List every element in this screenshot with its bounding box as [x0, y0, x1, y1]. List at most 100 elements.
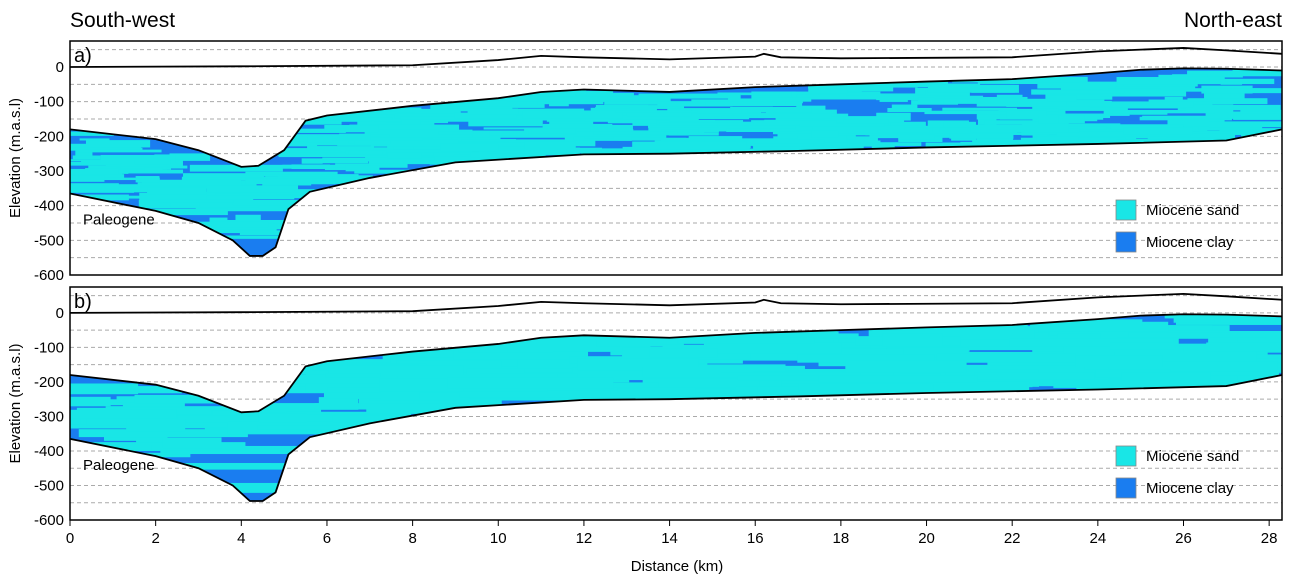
sand-streak [1167, 88, 1261, 92]
sand-streak [869, 134, 905, 139]
y-tick-label: -500 [34, 477, 64, 494]
sand-streak [262, 143, 318, 147]
sand-streak [745, 333, 859, 339]
sand-streak [188, 235, 289, 239]
sand-streak [401, 119, 421, 125]
sand-streak [976, 98, 1067, 107]
sand-streak [886, 347, 969, 360]
sand-streak [936, 353, 1076, 363]
sand-streak [468, 119, 543, 127]
sand-streak [1121, 372, 1211, 381]
sand-streak [943, 121, 976, 128]
sand-streak [669, 116, 699, 122]
sand-streak [1233, 69, 1262, 72]
sand-streak [430, 101, 477, 110]
x-tick-label: 22 [1004, 530, 1021, 547]
sand-streak [970, 125, 1069, 133]
sand-streak [324, 125, 379, 133]
sand-streak [1155, 83, 1196, 92]
sand-streak [1089, 101, 1194, 108]
sand-streak [75, 150, 93, 156]
sand-streak [349, 124, 460, 132]
miocene-base-line [69, 128, 1283, 257]
x-tick-label: 14 [661, 530, 678, 547]
sand-streak [659, 122, 754, 126]
sand-streak [258, 413, 308, 423]
sand-streak [394, 113, 476, 119]
sand-streak [846, 92, 867, 96]
sand-streak [70, 409, 177, 419]
sand-streak [977, 76, 1088, 84]
sand-streak [458, 347, 508, 353]
sand-streak [934, 335, 1073, 347]
sand-streak [354, 139, 391, 145]
sand-streak [199, 202, 259, 208]
sand-streak [134, 394, 248, 404]
sand-streak [779, 336, 917, 343]
sand-streak [138, 200, 171, 209]
y-tick-label: -100 [34, 339, 64, 356]
sand-streak [1187, 70, 1243, 78]
sand-streak [158, 199, 234, 203]
sand-streak [70, 175, 105, 182]
sand-streak [879, 99, 908, 102]
x-tick-label: 2 [151, 530, 159, 547]
sand-streak [939, 127, 995, 133]
sand-streak [796, 94, 840, 98]
sand-streak [688, 136, 743, 141]
sand-streak [1172, 74, 1208, 77]
sand-streak [1164, 96, 1183, 101]
y-tick-label: -400 [34, 198, 64, 215]
sand-streak [183, 173, 264, 178]
x-tick-label: 16 [747, 530, 764, 547]
x-axis: 0 2 4 6 8 10 12 14 16 18 20 22 24 26 28 [66, 520, 1277, 547]
sand-streak [680, 147, 750, 153]
sand-streak [595, 105, 685, 109]
sand-streak [160, 221, 269, 228]
miocene-base-line [69, 374, 1283, 502]
sand-streak [566, 147, 602, 154]
sand-streak [590, 124, 633, 132]
sand-streak [225, 219, 334, 224]
sand-streak [960, 141, 1066, 148]
sand-streak [250, 404, 322, 415]
sand-streak [291, 164, 330, 170]
legend-label-sand: Miocene sand [1146, 202, 1239, 219]
sand-streak [615, 110, 698, 113]
sand-streak [206, 195, 295, 200]
sand-streak [1036, 136, 1079, 141]
ground-surface-line [69, 293, 1283, 314]
sand-streak [730, 106, 812, 113]
sand-streak [1056, 131, 1139, 137]
panel-label: b) [74, 291, 92, 313]
sand-streak [705, 101, 777, 106]
sand-streak [1128, 332, 1268, 338]
sand-streak [203, 229, 258, 234]
sand-streak [524, 141, 576, 149]
sand-streak [433, 152, 460, 160]
sand-streak [662, 344, 736, 350]
sand-streak [166, 200, 205, 208]
sand-streak [351, 111, 398, 115]
sand-streak [301, 158, 323, 164]
sand-streak [206, 185, 299, 193]
sand-streak [1053, 379, 1170, 388]
sand-streak [599, 382, 659, 388]
sand-streak [131, 463, 294, 470]
sand-streak [454, 112, 517, 119]
sand-streak [595, 106, 630, 109]
sand-streak [241, 150, 342, 153]
sand-streak [1020, 137, 1044, 144]
sand-streak [649, 348, 718, 358]
legend-label-clay: Miocene clay [1146, 234, 1234, 251]
sand-streak [661, 129, 705, 135]
sand-streak [1032, 105, 1128, 111]
sand-streak [181, 176, 291, 181]
sand-streak [891, 104, 918, 112]
sand-streak [339, 117, 393, 121]
y-tick-label: -300 [34, 408, 64, 425]
x-tick-label: 26 [1175, 530, 1192, 547]
sand-streak [1030, 321, 1169, 332]
sand-streak [546, 115, 640, 122]
